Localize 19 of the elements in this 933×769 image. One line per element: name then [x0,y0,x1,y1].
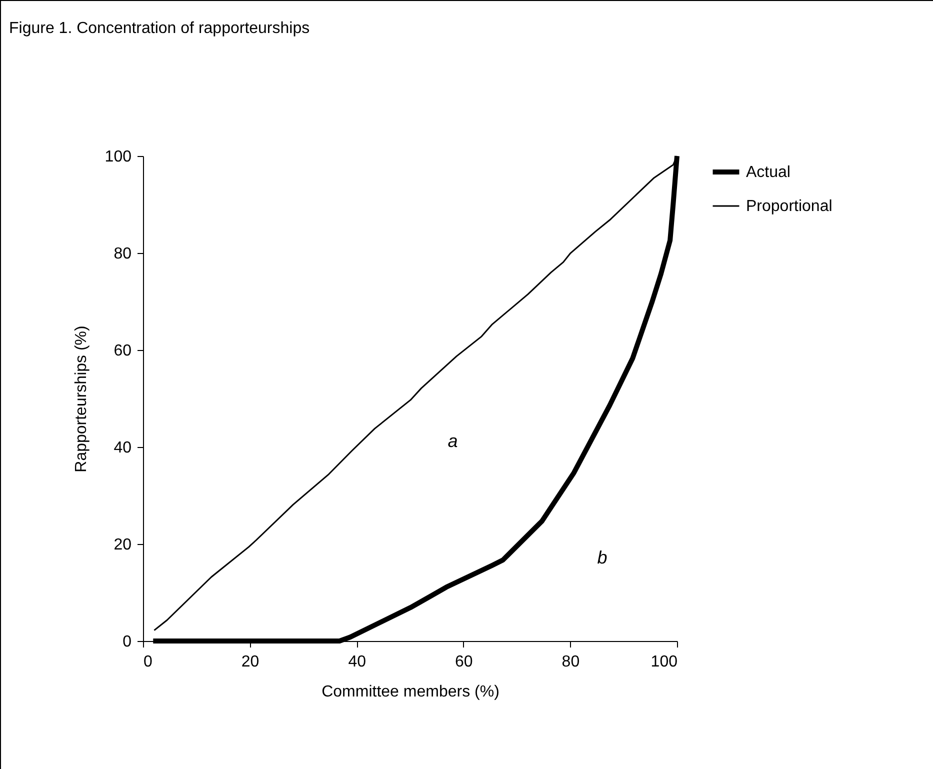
y-tick-label: 0 [122,634,132,650]
y-tick-label: 60 [114,342,132,360]
x-tick-label: 0 [144,654,152,670]
x-tick-label: 20 [241,654,260,670]
legend-label: Actual [746,164,790,181]
y-tick-label: 20 [114,536,132,554]
annotation: a [448,431,458,452]
y-tick-label: 40 [114,440,132,456]
y-axis-title: Rapporteurships (%) [72,326,90,472]
legend-label: Proportional [746,198,832,215]
chart-title: Figure 1. Concentration of rapporteurships [9,20,310,37]
x-tick-label: 80 [562,654,580,670]
x-axis-title: Committee members (%) [322,684,500,700]
x-tick-label: 100 [650,654,678,670]
y-tick-label: 80 [114,246,132,262]
x-tick-label: 60 [455,654,473,670]
annotation: b [597,548,608,568]
y-tick-label: 100 [104,148,132,166]
x-tick-label: 40 [348,654,366,670]
